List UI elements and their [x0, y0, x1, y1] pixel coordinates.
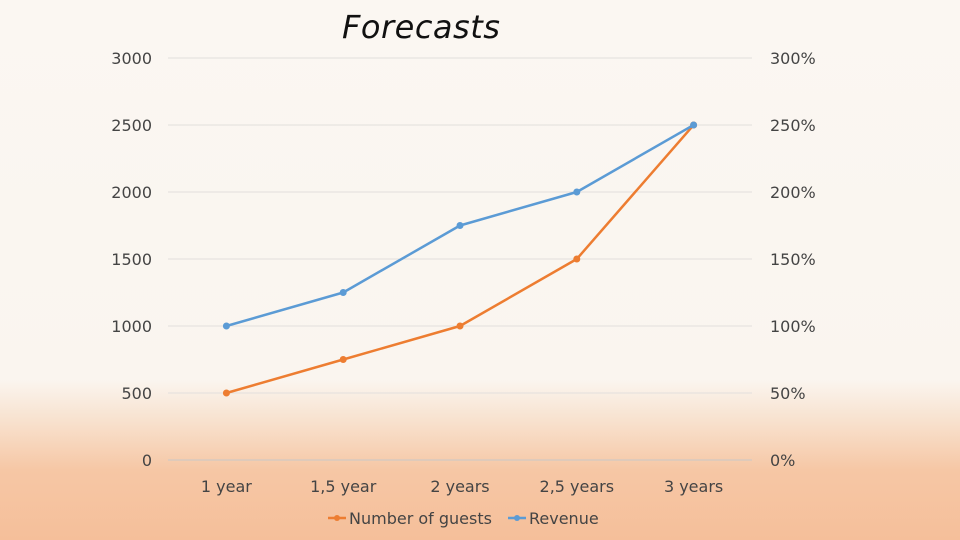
x-tick-label: 3 years — [664, 477, 723, 496]
data-point — [456, 322, 464, 330]
left-tick-label: 1000 — [111, 317, 152, 336]
x-tick-label: 2,5 years — [540, 477, 615, 496]
legend-label: Number of guests — [349, 509, 492, 528]
left-tick-label: 2500 — [111, 116, 152, 135]
data-point — [222, 322, 230, 330]
right-tick-label: 0% — [770, 451, 795, 470]
data-point — [339, 356, 347, 363]
left-axis-ticks: 0 500 1000 1500 2000 2500 3000 — [111, 49, 152, 470]
legend-label: Revenue — [529, 509, 599, 528]
legend-marker — [514, 515, 520, 521]
x-tick-label: 1 year — [201, 477, 252, 496]
right-tick-label: 250% — [770, 116, 816, 135]
legend: Number of guests Revenue — [328, 509, 599, 528]
data-point — [690, 121, 698, 129]
left-tick-label: 500 — [121, 384, 152, 403]
chart-title: Forecasts — [342, 8, 501, 46]
left-tick-label: 1500 — [111, 250, 152, 269]
right-tick-label: 50% — [770, 384, 806, 403]
data-point — [573, 188, 581, 196]
data-point — [339, 289, 347, 296]
left-tick-label: 0 — [142, 451, 152, 470]
right-tick-label: 300% — [770, 49, 816, 68]
left-tick-label: 3000 — [111, 49, 152, 68]
x-tick-label: 1,5 year — [310, 477, 377, 496]
right-tick-label: 200% — [770, 183, 816, 202]
right-axis-ticks: 0% 50% 100% 150% 200% 250% 300% — [770, 49, 816, 470]
legend-marker — [334, 515, 340, 521]
left-tick-label: 2000 — [111, 183, 152, 202]
data-point — [456, 222, 464, 229]
right-tick-label: 150% — [770, 250, 816, 269]
gridlines — [168, 57, 752, 461]
data-point — [573, 255, 581, 263]
series-lines — [222, 121, 698, 397]
x-axis-ticks: 1 year 1,5 year 2 years 2,5 years 3 years — [201, 477, 723, 496]
data-point — [222, 389, 230, 397]
x-tick-label: 2 years — [430, 477, 489, 496]
right-tick-label: 100% — [770, 317, 816, 336]
